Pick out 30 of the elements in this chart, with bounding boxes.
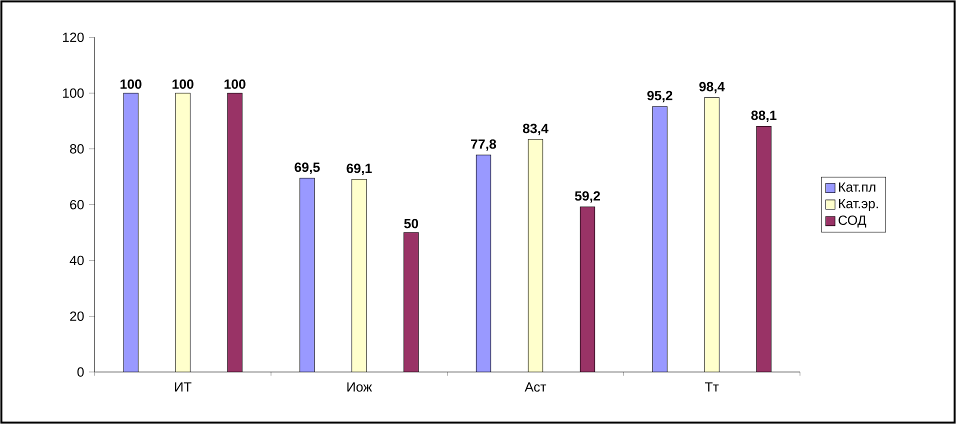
y-tick-label: 40 xyxy=(70,256,84,266)
y-tick-label: 100 xyxy=(63,88,84,98)
data-label: 100 xyxy=(120,79,142,89)
x-tick-label: ИТ xyxy=(175,382,192,392)
bar xyxy=(176,93,190,372)
data-label: 88,1 xyxy=(751,110,776,122)
bar xyxy=(352,179,367,372)
bar xyxy=(528,139,543,372)
legend-label: Кат.пл xyxy=(839,182,876,192)
data-label: 69,1 xyxy=(346,164,372,176)
y-tick-label: 80 xyxy=(70,144,84,154)
legend-label: СОД xyxy=(838,216,866,228)
y-tick-label: 60 xyxy=(70,200,84,210)
data-label: 59,2 xyxy=(574,191,600,203)
x-tick-label: Тт xyxy=(705,382,719,392)
x-tick-label: Иож xyxy=(347,382,372,392)
y-tick-label: 20 xyxy=(70,311,84,321)
y-tick-label: 0 xyxy=(77,367,84,377)
x-tick-label: Аст xyxy=(524,382,546,392)
legend-label: Кат.эр. xyxy=(839,198,878,211)
data-label: 100 xyxy=(172,79,194,89)
data-label: 100 xyxy=(224,79,246,89)
data-label: 50 xyxy=(404,218,418,228)
y-tick-label: 120 xyxy=(63,32,84,42)
data-label: 77,8 xyxy=(471,139,496,151)
bar xyxy=(704,97,720,372)
data-label: 83,4 xyxy=(522,124,548,136)
data-label: 98,4 xyxy=(699,82,725,94)
data-label: 95,2 xyxy=(647,90,672,102)
data-label: 69,5 xyxy=(294,162,320,174)
